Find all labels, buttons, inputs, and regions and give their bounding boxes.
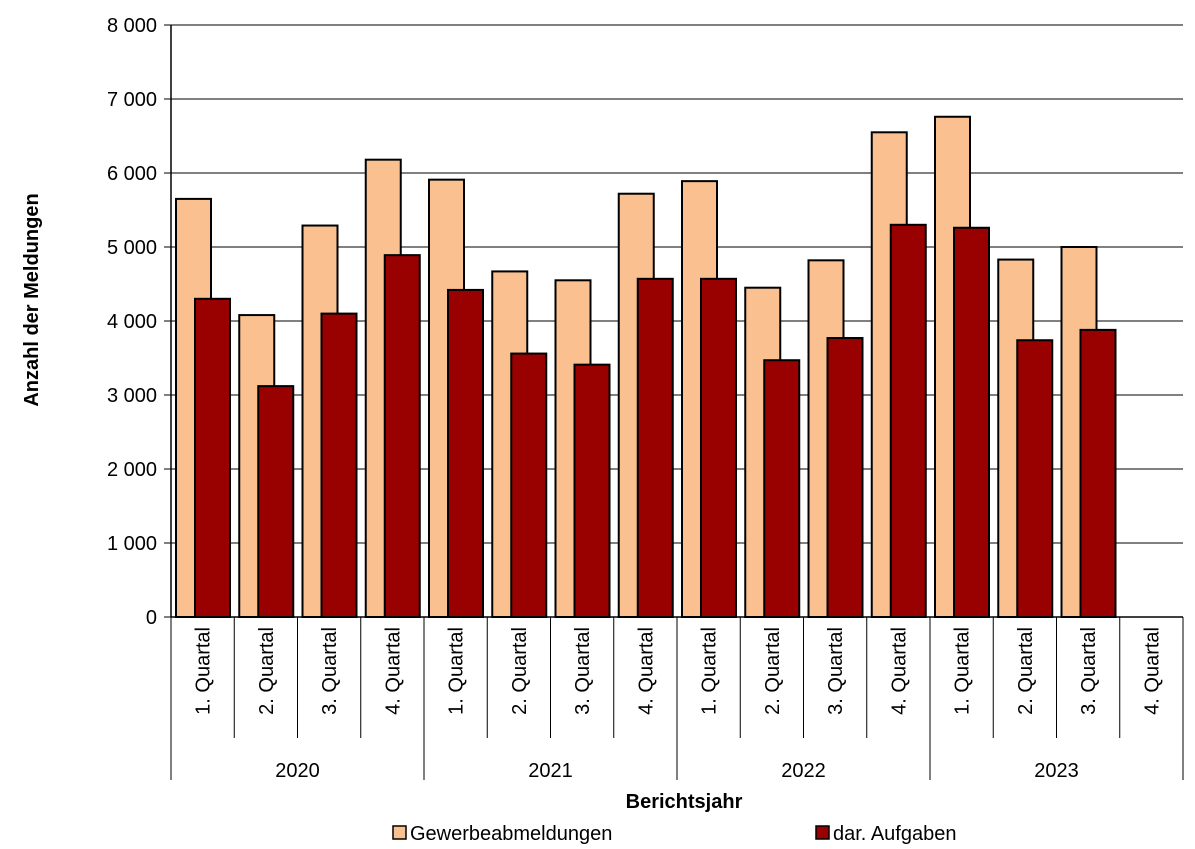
x-group-label: 2020: [275, 760, 320, 782]
x-group-label: 2022: [781, 760, 826, 782]
bar-aufgaben: [257, 385, 295, 618]
x-category-label: 3. Quartal: [825, 627, 847, 715]
bar-aufgaben: [763, 359, 801, 618]
x-category-label: 2. Quartal: [1015, 627, 1037, 715]
x-group-label: 2023: [1034, 760, 1079, 782]
bar-aufgaben: [953, 226, 990, 618]
y-tick-label: 4 000: [107, 311, 157, 333]
bar-aufgaben: [1079, 328, 1117, 618]
y-tick-label: 6 000: [107, 163, 157, 185]
x-category-label: 1. Quartal: [193, 627, 215, 715]
bar-aufgaben: [573, 363, 611, 618]
x-group-label: 2021: [528, 760, 573, 782]
y-axis-ticks: 0 1 000 2 000 3 000 4 000 5 000 6 000 7 000 8 00…: [107, 15, 171, 629]
y-tick-label: 7 000: [107, 89, 157, 111]
bar-aufgaben: [1016, 339, 1054, 618]
legend-swatch: [392, 825, 407, 840]
y-axis-title: Anzahl der Meldungen: [21, 193, 43, 406]
bar-aufgaben: [889, 223, 927, 619]
x-category-label: 2. Quartal: [762, 627, 784, 715]
bar-aufgaben: [383, 254, 421, 618]
x-axis-year-groups: 2020 2021 2022 2023: [170, 738, 1184, 782]
y-tick-label: 3 000: [107, 385, 157, 407]
x-category-label: 2. Quartal: [256, 627, 278, 715]
x-category-label: 3. Quartal: [572, 627, 594, 715]
x-category-label: 3. Quartal: [1078, 627, 1100, 715]
bar-aufgaben: [320, 312, 358, 618]
x-category-label: 4. Quartal: [888, 627, 910, 715]
x-category-label: 4. Quartal: [1141, 627, 1163, 715]
y-tick-label: 8 000: [107, 15, 157, 37]
bar-aufgaben: [194, 297, 231, 618]
bar-aufgaben: [636, 277, 674, 618]
y-tick-label: 5 000: [107, 237, 157, 259]
legend: Gewerbeabmeldungen dar. Aufgaben: [392, 823, 956, 845]
bar-aufgaben: [447, 288, 484, 618]
y-tick-label: 1 000: [107, 533, 157, 555]
y-tick-label: 0: [146, 607, 157, 629]
x-category-label: 1. Quartal: [952, 627, 974, 715]
bar-aufgaben: [700, 277, 737, 618]
bar-aufgaben: [510, 352, 548, 618]
legend-label: Gewerbeabmeldungen: [410, 823, 612, 845]
x-category-label: 4. Quartal: [382, 627, 404, 715]
bars: [175, 115, 1117, 619]
legend-swatch: [815, 825, 830, 840]
x-category-label: 1. Quartal: [446, 627, 468, 715]
legend-label: dar. Aufgaben: [833, 823, 956, 845]
x-category-label: 1. Quartal: [699, 627, 721, 715]
x-category-label: 3. Quartal: [319, 627, 341, 715]
x-axis-categories: 1. Quartal 2. Quartal 3. Quartal 4. Quartal…: [170, 617, 1184, 738]
y-tick-label: 2 000: [107, 459, 157, 481]
x-category-label: 2. Quartal: [509, 627, 531, 715]
bar-aufgaben: [826, 337, 864, 618]
x-axis-title: Berichtsjahr: [626, 791, 743, 813]
x-category-label: 4. Quartal: [635, 627, 657, 715]
